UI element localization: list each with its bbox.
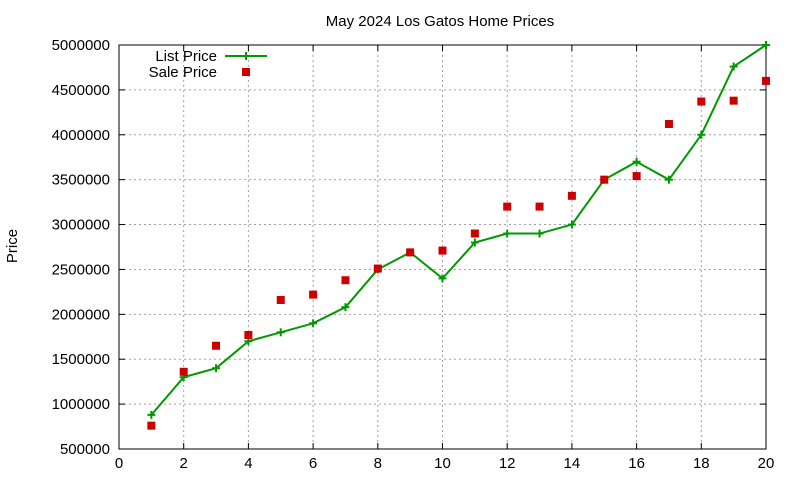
list-price-point <box>276 328 285 337</box>
y-tick-label: 5000000 <box>52 37 110 54</box>
sale-price-point <box>406 248 415 257</box>
sale-price-point <box>535 202 544 211</box>
sale-price-point <box>503 202 512 211</box>
sale-price-point <box>147 421 156 430</box>
y-tick-label: 4000000 <box>52 127 110 144</box>
sale-price-point <box>470 229 479 238</box>
list-price-point <box>535 229 544 238</box>
legend-marker-sale-price <box>242 68 250 76</box>
x-tick-label: 16 <box>628 455 645 472</box>
sale-price-point <box>212 341 221 350</box>
sale-price-point <box>244 330 253 339</box>
y-tick-label: 1500000 <box>52 351 110 368</box>
y-tick-label: 500000 <box>60 441 110 458</box>
sale-price-point <box>632 172 641 181</box>
list-price-point <box>470 238 479 247</box>
x-tick-label: 2 <box>180 455 188 472</box>
sale-price-point <box>276 295 285 304</box>
y-tick-label: 3000000 <box>52 217 110 234</box>
list-price-point <box>762 41 770 49</box>
sale-price-point <box>664 120 673 129</box>
list-price-point <box>632 157 641 166</box>
legend-label-list-price: List Price <box>155 48 217 65</box>
y-tick-label: 2000000 <box>52 306 110 323</box>
legend-label-sale-price: Sale Price <box>149 64 217 81</box>
list-price-point <box>147 410 156 419</box>
grid <box>119 45 766 449</box>
y-tick-label: 3500000 <box>52 172 110 189</box>
list-price-point <box>309 319 318 328</box>
plot-area <box>147 41 770 430</box>
sale-price-point <box>373 264 382 273</box>
sale-price-point <box>600 175 609 184</box>
list-price-line <box>150 44 767 416</box>
x-tick-label: 10 <box>434 455 451 472</box>
tick-labels: 0 2 4 6 8 10 12 14 16 18 20 500000 1000000 1500000 200… <box>52 37 775 472</box>
axes <box>118 44 767 450</box>
sale-price-point <box>438 246 447 255</box>
x-tick-label: 20 <box>758 455 775 472</box>
x-tick-label: 6 <box>309 455 317 472</box>
list-price-point <box>212 364 221 373</box>
y-tick-label: 1000000 <box>52 396 110 413</box>
chart-title: May 2024 Los Gatos Home Prices <box>326 13 554 30</box>
y-tick-label: 4500000 <box>52 82 110 99</box>
x-tick-label: 12 <box>499 455 516 472</box>
x-tick-label: 8 <box>374 455 382 472</box>
list-price-point <box>503 229 512 238</box>
x-tick-label: 18 <box>693 455 710 472</box>
sale-price-point <box>697 97 706 106</box>
sale-price-point <box>729 96 738 105</box>
y-axis-label: Price <box>4 229 21 263</box>
sale-price-point <box>309 290 318 299</box>
list-price-point <box>664 175 673 184</box>
sale-price-point <box>567 191 576 200</box>
y-tick-label: 2500000 <box>52 261 110 278</box>
list-price-point <box>729 62 738 71</box>
x-tick-label: 14 <box>564 455 581 472</box>
list-price-point <box>697 130 706 139</box>
list-price-point <box>567 220 576 229</box>
sale-price-point <box>762 76 770 85</box>
sale-price-point <box>341 276 350 285</box>
sale-price-point <box>179 367 188 376</box>
list-price-point <box>438 274 447 283</box>
list-price-point <box>341 303 350 312</box>
x-tick-label: 4 <box>244 455 252 472</box>
x-tick-label: 0 <box>115 455 123 472</box>
